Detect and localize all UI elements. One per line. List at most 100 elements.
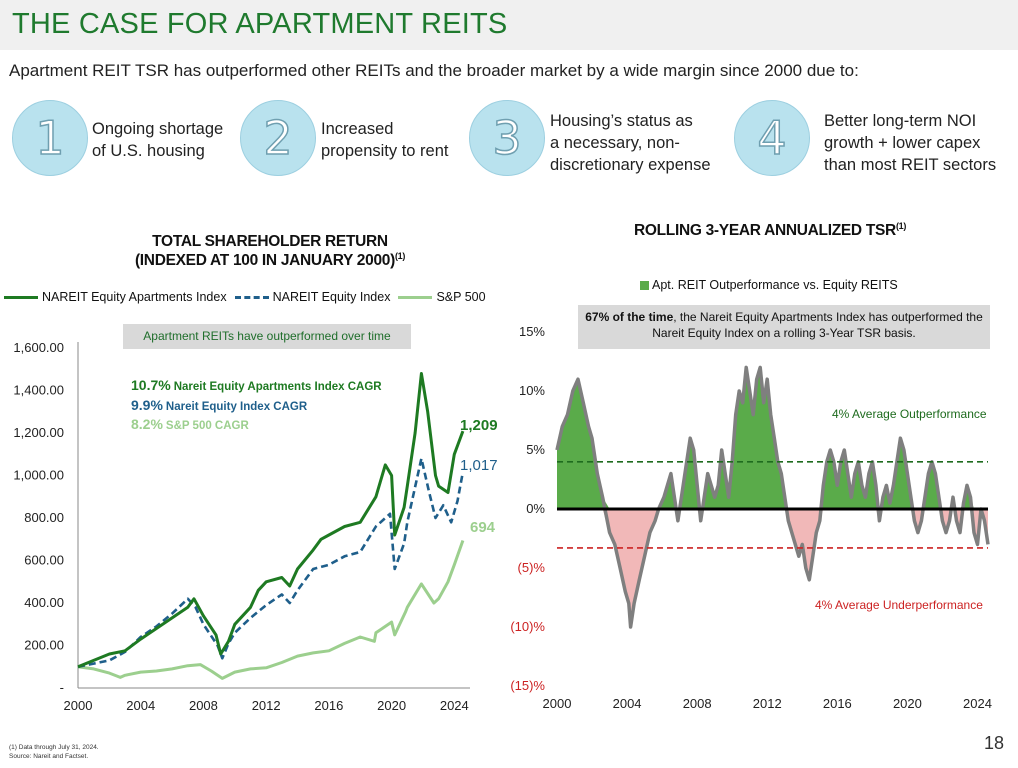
series-equity-line [77,457,465,669]
reason-line: Better long-term NOI [824,112,977,130]
cagr-sp500-value: 8.2% [131,416,163,432]
title-bar [0,0,1018,50]
y-tick-label: 1,600.00 [13,340,64,355]
series-sp500-line [77,539,465,680]
reason-2-text: Increased propensity to rent [321,118,449,162]
reason-1-text: Ongoing shortage of U.S. housing [92,118,223,162]
tsr-chart-title: TOTAL SHAREHOLDER RETURN (INDEXED AT 100… [60,233,480,270]
end-label-apartments: 1,209 [460,417,498,434]
x-tick-label: 2008 [683,696,712,711]
cagr-apartments-value: 10.7% [131,377,171,393]
reason-4-text: Better long-term NOI growth + lower cape… [824,110,996,176]
y-tick-label: (10)% [510,619,545,634]
cagr-apartments-label: Nareit Equity Apartments Index CAGR [174,381,383,393]
number-1-badge: 1 [12,100,88,176]
svg-text:8.2%S&P 500 CAGR: 8.2% S&P 500 CAGR [131,416,249,432]
cagr-sp500-label: S&P 500 CAGR [166,420,250,432]
tsr-title-text: (INDEXED AT 100 IN JANUARY 2000) [134,252,395,270]
svg-text:9.9%Nareit Equity Index CAGR: 9.9% Nareit Equity Index CAGR [131,397,308,413]
rolling-tsr-line [555,365,990,629]
x-tick-label: 2000 [543,696,572,711]
legend-swatch-apartments [4,295,38,299]
svg-text:10.7%Nareit Equity Apartments: 10.7% Nareit Equity Apartments Index CAGR [131,377,382,393]
reason-line: Housing’s status as [550,112,693,130]
x-tick-label: 2000 [64,698,93,713]
number-2-badge: 2 [240,100,316,176]
x-tick-label: 2012 [753,696,782,711]
reason-line: Ongoing shortage [92,120,224,138]
x-tick-label: 2016 [823,696,852,711]
reason-line: of U.S. housing [92,142,205,160]
reason-1: 1 Ongoing shortage of U.S. housing [12,100,242,180]
legend-label-equity: NAREIT Equity Index [272,290,391,304]
y-tick-label: 1,400.00 [13,383,64,398]
callout-bold: 67% of the time [585,310,674,324]
reason-line: Increased [321,120,394,138]
rolling-title-footnote: (1) [895,221,907,231]
legend-label-outperformance: Apt. REIT Outperformance vs. Equity REIT… [652,278,898,292]
x-tick-label: 2016 [314,698,343,713]
x-tick-label: 2024 [963,696,992,711]
intro-text: Apartment REIT TSR has outperformed othe… [9,61,859,80]
end-label-equity: 1,017 [460,457,498,474]
x-tick-label: 2020 [377,698,406,713]
avg-underperformance-label: 4% Average Underperformance [815,598,983,612]
tsr-callout: Apartment REITs have outperformed over t… [123,324,411,349]
x-tick-label: 2008 [189,698,218,713]
y-tick-label: 15% [519,324,545,339]
legend-label-apartments: NAREIT Equity Apartments Index [42,290,227,304]
number-4-badge: 4 [734,100,810,176]
underperformance-area [557,509,988,627]
y-tick-label: - [60,680,64,695]
reason-line: than most REIT sectors [824,156,997,174]
x-tick-label: 2024 [440,698,469,713]
footnote-source: Source: Nareit and Factset. [9,753,89,760]
callout-text: , the Nareit Equity Apartments Index has… [652,310,983,340]
cagr-equity-label: Nareit Equity Index CAGR [166,401,308,413]
page-number: 18 [983,733,1004,753]
cagr-annotations: 10.7% Nareit Equity Apartments Index CAGR… [131,377,382,432]
y-tick-label: 400.00 [24,595,64,610]
legend-swatch-outperformance [640,280,649,290]
reason-line: discretionary expense [550,156,711,174]
y-tick-label: 800.00 [24,510,64,525]
avg-outperformance-label: 4% Average Outperformance [832,407,987,421]
reason-line: propensity to rent [321,142,449,160]
reason-line: growth + lower capex [824,134,981,152]
tsr-title-footnote: (1) [394,251,406,261]
tsr-chart: - 200.00 400.00 600.00 800.00 1,000.00 1,200.0… [13,340,498,713]
y-tick-label: 0% [526,501,545,516]
series-apartments-line [77,372,465,669]
y-tick-label: 10% [519,383,545,398]
cagr-equity-value: 9.9% [131,397,163,413]
y-tick-label: 600.00 [24,553,64,568]
x-tick-label: 2004 [613,696,642,711]
y-tick-label: 1,200.00 [13,425,64,440]
legend-swatch-sp500 [398,295,433,299]
x-tick-label: 2004 [126,698,155,713]
x-tick-label: 2012 [252,698,281,713]
y-tick-label: (15)% [510,678,545,693]
reason-3: 3 Housing’s status as a necessary, non- … [469,100,729,180]
page-title: THE CASE FOR APARTMENT REITS [12,8,508,40]
number-3-badge: 3 [469,100,545,176]
end-label-sp500: 694 [470,519,496,536]
reason-2: 2 Increased propensity to rent [240,100,470,180]
tsr-title-line-2: (INDEXED AT 100 IN JANUARY 2000)(1) [60,251,480,270]
tsr-legend: NAREIT Equity Apartments Index NAREIT Eq… [4,290,486,304]
y-tick-label: 5% [526,442,545,457]
reason-3-text: Housing’s status as a necessary, non- di… [550,110,711,176]
rolling-title-text: ROLLING 3-YEAR ANNUALIZED TSR [633,222,896,240]
rolling-callout: 67% of the time, the Nareit Equity Apart… [578,305,990,349]
x-tick-label: 2020 [893,696,922,711]
y-tick-label: 1,000.00 [13,468,64,483]
rolling-chart: (15)% (10)% (5)% 0% 5% 10% 15% 2000 2004 2008 201… [510,324,992,711]
legend-label-sp500: S&P 500 [436,290,486,304]
y-tick-label: (5)% [518,560,546,575]
reason-4: 4 Better long-term NOI growth + lower ca… [734,100,1014,180]
rolling-chart-title: ROLLING 3-YEAR ANNUALIZED TSR(1) [560,221,980,240]
footnote-1: (1) Data through July 31, 2024. [9,744,99,751]
y-tick-label: 200.00 [24,638,64,653]
rolling-legend: Apt. REIT Outperformance vs. Equity REIT… [640,278,898,292]
tsr-title-line-1: TOTAL SHAREHOLDER RETURN [152,233,388,250]
